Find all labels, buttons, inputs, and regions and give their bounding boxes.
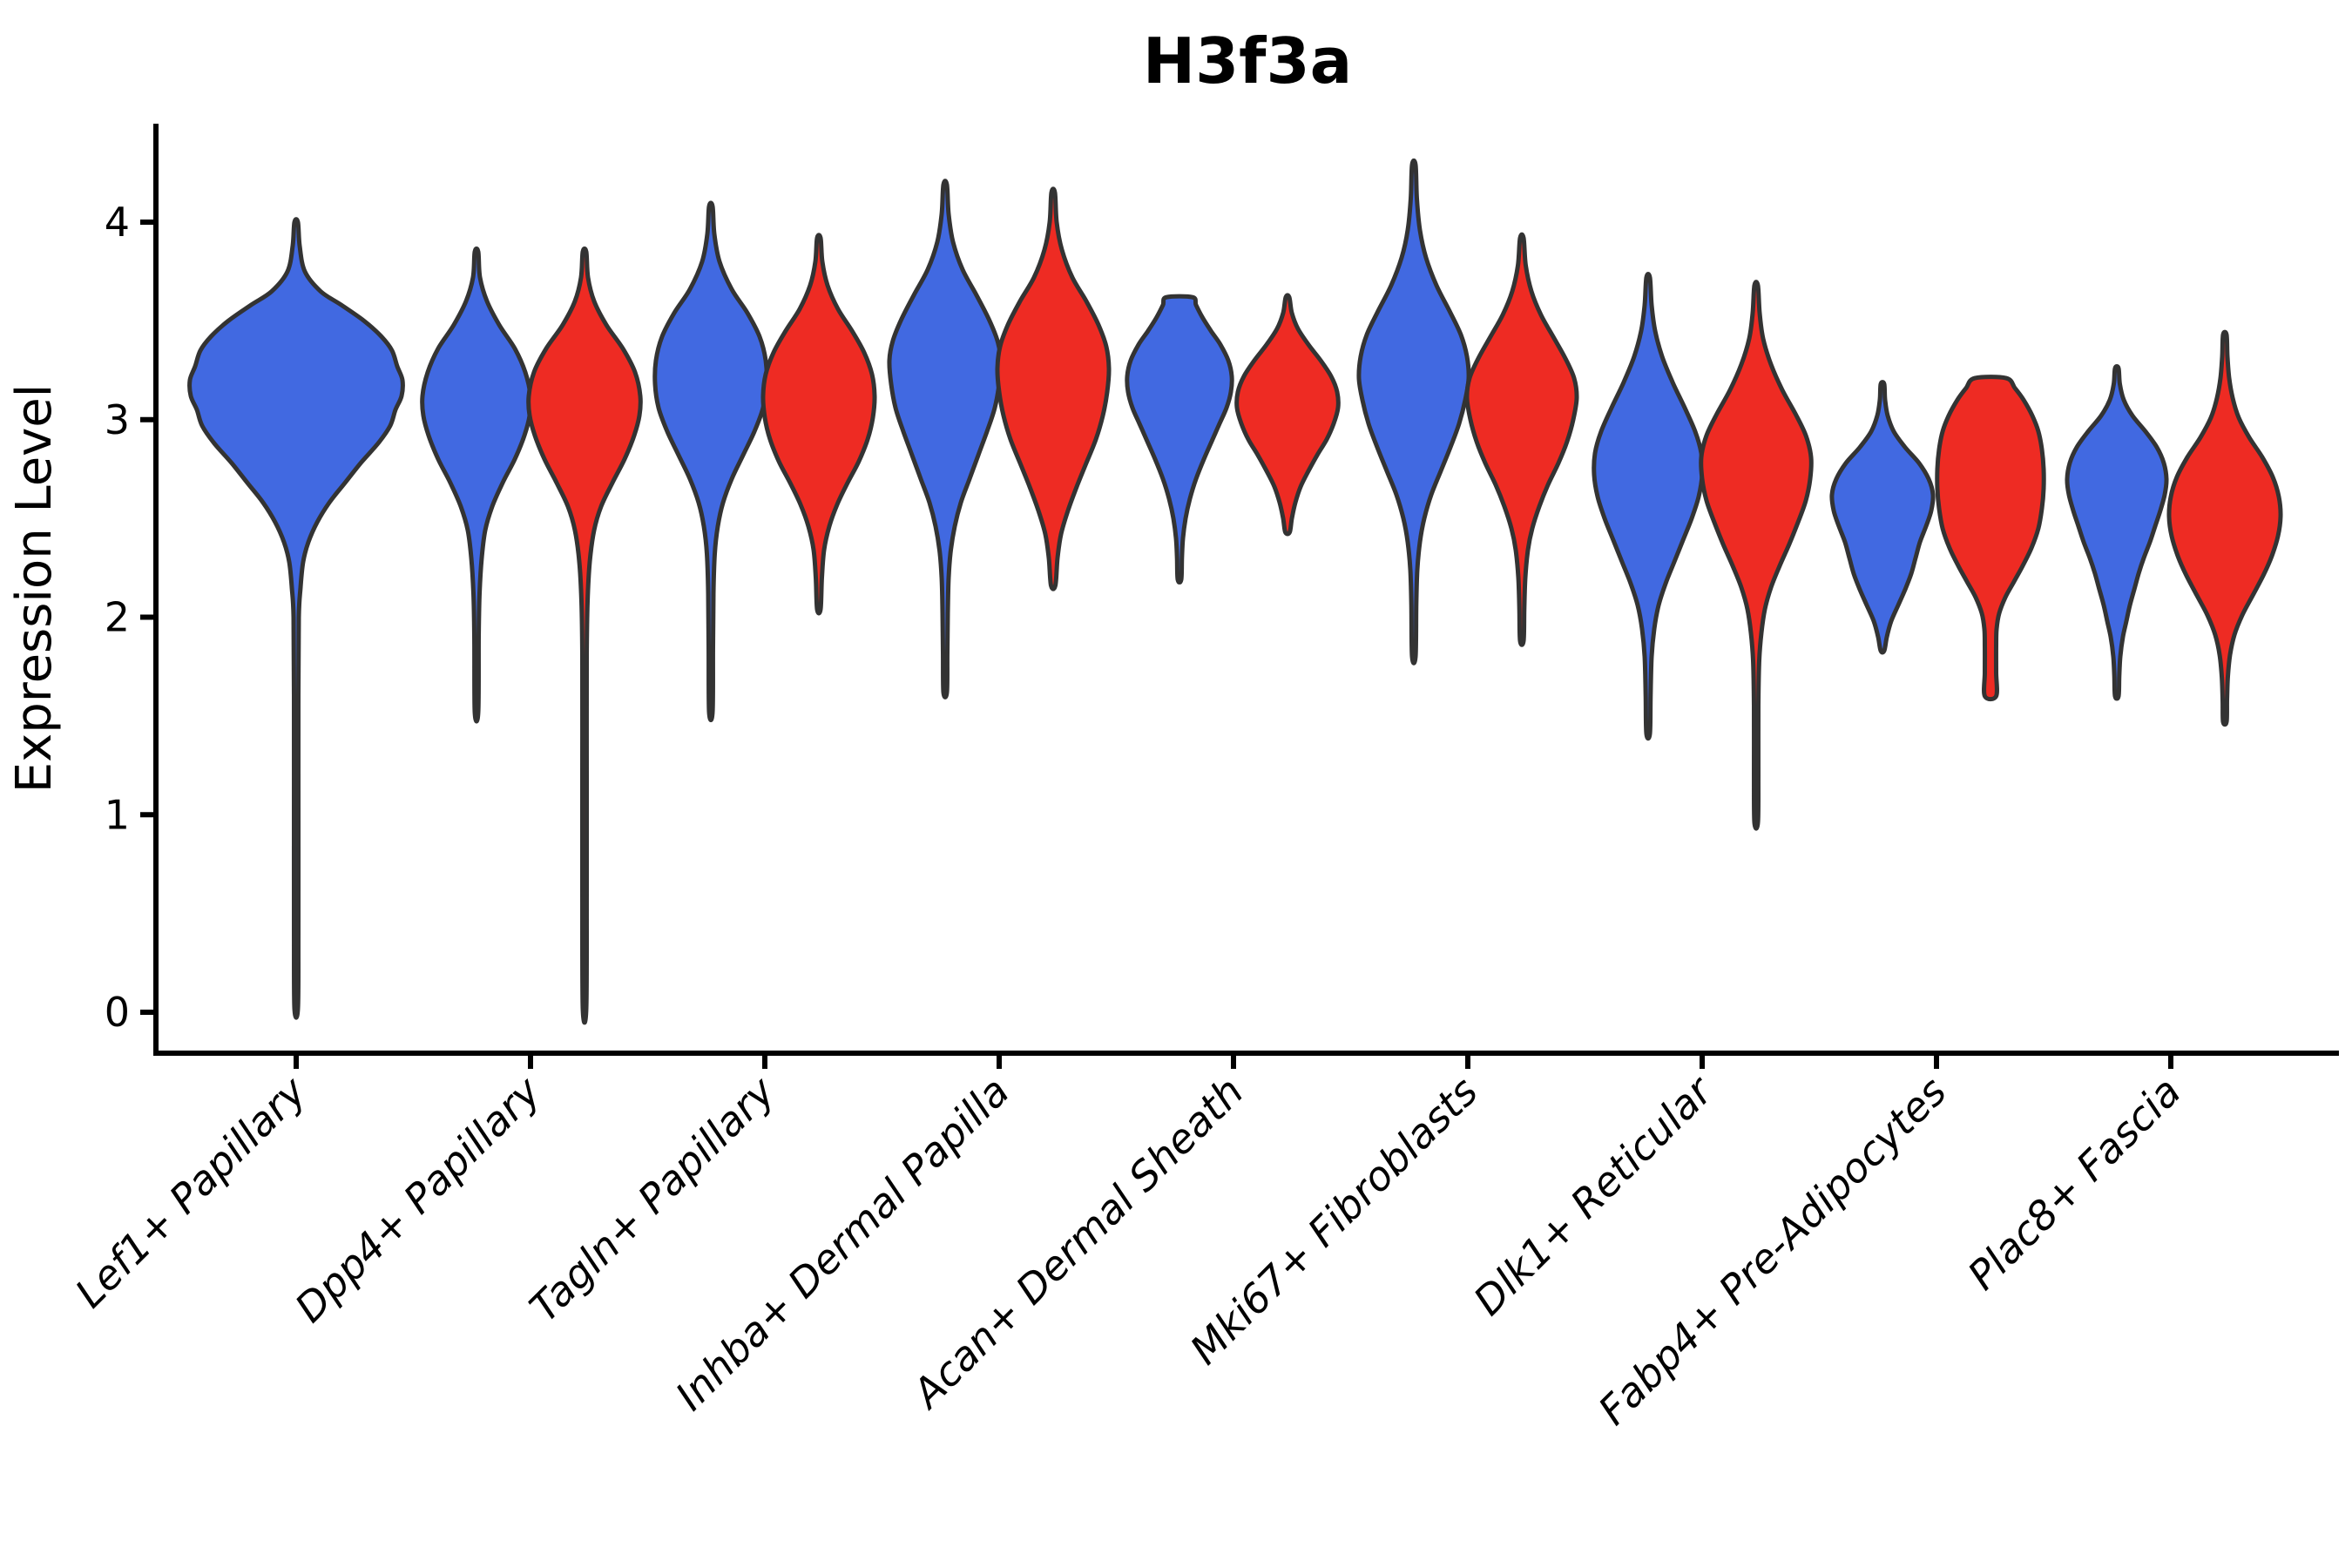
violin-red-7: [1699, 280, 1814, 831]
x-tick-label: Dlk1+ Reticular: [1464, 1065, 1723, 1324]
violin-red-8: [1935, 375, 2046, 702]
y-axis-label: Expression Level: [6, 384, 63, 794]
y-tick-label: 1: [105, 791, 130, 838]
violin-red-4: [995, 186, 1112, 591]
violin-blue-3: [652, 200, 769, 723]
chart-title: H3f3a: [1143, 24, 1352, 98]
violin-blue-5: [1125, 294, 1234, 585]
violin-blue-2: [420, 246, 533, 724]
y-tick-label: 3: [105, 396, 130, 443]
violin-red-2: [526, 246, 643, 1025]
x-tick-label: Tagln+ Papillary: [520, 1067, 784, 1331]
y-tick-label: 2: [105, 594, 130, 641]
axes-spines: [153, 124, 2339, 1056]
violin-blue-7: [1592, 272, 1705, 741]
violin-blue-9: [2065, 364, 2169, 701]
violin-blue-4: [887, 179, 1004, 700]
violin-red-5: [1234, 293, 1341, 537]
y-tick-label: 0: [105, 989, 130, 1036]
violin-red-3: [760, 233, 877, 616]
violin-blue-1: [187, 217, 405, 1020]
x-tick-label: Dpp4+ Papillary: [286, 1067, 550, 1331]
x-tick-label: Lef1+ Papillary: [66, 1067, 315, 1316]
violin-red-6: [1464, 232, 1579, 647]
violin-blue-6: [1356, 158, 1471, 666]
x-tick-label: Plac8+ Fascia: [1958, 1068, 2189, 1299]
y-tick-label: 4: [105, 199, 130, 246]
violin-red-9: [2166, 329, 2283, 727]
violin-blue-8: [1829, 380, 1936, 655]
